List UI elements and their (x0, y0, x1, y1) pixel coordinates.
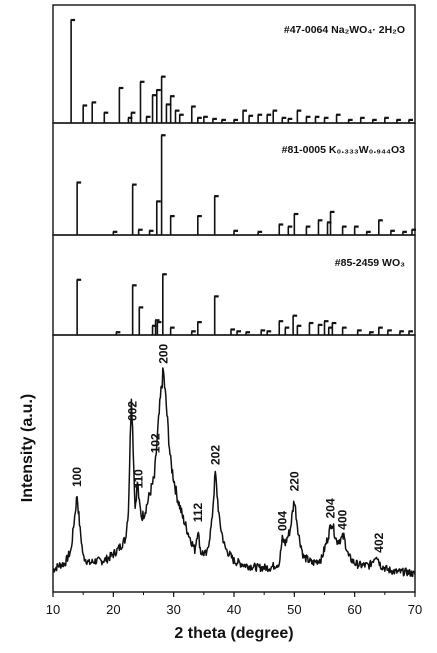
panel-frame (52, 122, 416, 236)
x-axis-label: 2 theta (degree) (174, 625, 293, 642)
peak-label: 102 (149, 433, 163, 453)
peak-label: 110 (132, 469, 146, 489)
panel-label: #85-2459 WO₃ (335, 257, 405, 269)
peak-label: 402 (372, 532, 386, 552)
peak-label: 220 (287, 471, 301, 491)
x-tick-label: 70 (408, 602, 422, 617)
y-axis-label: Intensity (a.u.) (19, 394, 36, 502)
peak-label: 400 (336, 509, 350, 529)
x-tick-label: 60 (347, 602, 361, 617)
peak-label: 204 (324, 498, 338, 518)
stick-pattern (70, 18, 413, 123)
x-tick-label: 10 (46, 602, 60, 617)
x-tick-label: 20 (106, 602, 120, 617)
panel-label: #47-0064 Na₂WO₄· 2H₂O (284, 24, 405, 36)
panel-frame (52, 4, 416, 124)
peak-label: 100 (70, 467, 84, 487)
panel-kwo3: #81-0005 K₀.₃₃₃W₀.₉₄₄O3 (52, 122, 416, 236)
panel-label: #81-0005 K₀.₃₃₃W₀.₉₄₄O3 (282, 144, 406, 156)
peak-label: 002 (126, 401, 140, 421)
x-tick-label: 30 (166, 602, 180, 617)
peak-label: 202 (208, 445, 222, 465)
panel-frame (52, 234, 416, 336)
panel-wo3: #85-2459 WO₃ (52, 234, 416, 336)
x-tick-label: 40 (227, 602, 241, 617)
peak-label: 200 (156, 343, 170, 363)
x-tick-label: 50 (287, 602, 301, 617)
x-axis: 10 20 30 40 50 60 70 (46, 592, 422, 617)
stick-pattern (76, 273, 413, 335)
peak-label: 112 (191, 503, 205, 523)
xrd-curve (52, 367, 416, 578)
plot-frame (52, 334, 416, 593)
panel-na2wo4: #47-0064 Na₂WO₄· 2H₂O (52, 4, 416, 124)
peak-label: 004 (275, 511, 289, 531)
stick-pattern (76, 134, 416, 235)
